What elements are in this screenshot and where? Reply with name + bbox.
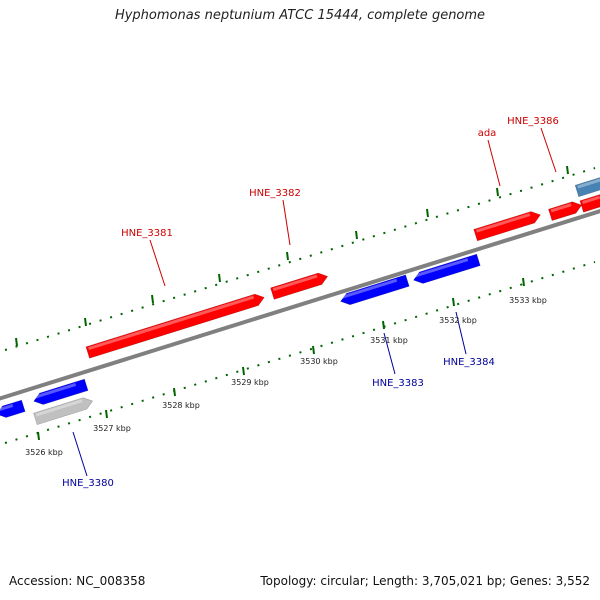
major-tick-upper xyxy=(286,251,289,261)
gene-hne-3379[interactable] xyxy=(0,399,26,420)
genome-backbone xyxy=(0,209,600,401)
kbp-label-3526: 3526 kbp xyxy=(25,448,63,457)
gene-label-hne-3380[interactable]: HNE_3380 xyxy=(62,478,114,489)
gene-ada[interactable] xyxy=(473,209,542,242)
gene-pseudo[interactable] xyxy=(33,395,95,426)
forward-tick-track xyxy=(4,167,596,351)
gene-hne-3382[interactable] xyxy=(270,271,330,300)
gene-hne-3384[interactable] xyxy=(412,253,481,286)
genome-title: Hyphomonas neptunium ATCC 15444, complet… xyxy=(114,8,486,23)
kbp-label-3531: 3531 kbp xyxy=(370,336,408,345)
gene-label-ada[interactable]: ada xyxy=(478,128,497,139)
major-tick-lower xyxy=(37,431,40,441)
major-tick-upper xyxy=(151,294,154,304)
kbp-label-3528: 3528 kbp xyxy=(162,401,200,410)
accession-text: Accession: NC_008358 xyxy=(9,574,146,588)
gene-label-hne-3382[interactable]: HNE_3382 xyxy=(249,188,301,199)
tick-marks xyxy=(15,165,569,441)
leader-line xyxy=(282,199,291,246)
leader-line xyxy=(540,127,557,173)
gene-features[interactable] xyxy=(0,173,600,426)
reverse-tick-track xyxy=(4,261,596,444)
gene-label-hne-3386[interactable]: HNE_3386 xyxy=(507,116,559,127)
leader-line xyxy=(149,239,166,287)
kbp-label-3529: 3529 kbp xyxy=(231,378,269,387)
genome-summary-text: Topology: circular; Length: 3,705,021 bp… xyxy=(260,574,590,588)
gene-label-hne-3384[interactable]: HNE_3384 xyxy=(443,357,495,368)
gene-hne-3380[interactable] xyxy=(32,378,89,407)
major-tick-upper xyxy=(566,165,569,175)
leader-line xyxy=(487,139,501,187)
leader-line xyxy=(72,431,88,477)
kbp-label-3527: 3527 kbp xyxy=(93,424,131,433)
gene-hne-other[interactable] xyxy=(574,173,600,198)
kbp-label-3530: 3530 kbp xyxy=(300,357,338,366)
major-tick-lower xyxy=(522,277,525,287)
label-leaders xyxy=(72,127,557,477)
major-tick-lower xyxy=(382,320,385,330)
major-tick-upper xyxy=(218,273,221,283)
gene-hne-3385[interactable] xyxy=(548,199,583,222)
major-tick-lower xyxy=(312,345,315,355)
major-tick-upper xyxy=(15,337,18,347)
major-tick-lower xyxy=(242,366,245,376)
kbp-label-3532: 3532 kbp xyxy=(439,316,477,325)
major-tick-upper xyxy=(426,208,429,218)
major-tick-lower xyxy=(452,297,455,307)
gene-hne-3386[interactable] xyxy=(579,192,600,213)
leader-line xyxy=(383,332,396,375)
leader-line xyxy=(455,311,467,355)
major-tick-upper xyxy=(355,230,358,240)
gene-hne-3383[interactable] xyxy=(339,274,410,307)
gene-hne-3381[interactable] xyxy=(85,292,266,359)
major-tick-lower xyxy=(105,409,108,419)
major-tick-upper xyxy=(84,317,87,327)
gene-label-hne-3383[interactable]: HNE_3383 xyxy=(372,378,424,389)
major-tick-upper xyxy=(496,187,499,197)
major-tick-lower xyxy=(173,387,176,397)
gene-label-hne-3381[interactable]: HNE_3381 xyxy=(121,228,173,239)
kbp-label-3533: 3533 kbp xyxy=(509,296,547,305)
